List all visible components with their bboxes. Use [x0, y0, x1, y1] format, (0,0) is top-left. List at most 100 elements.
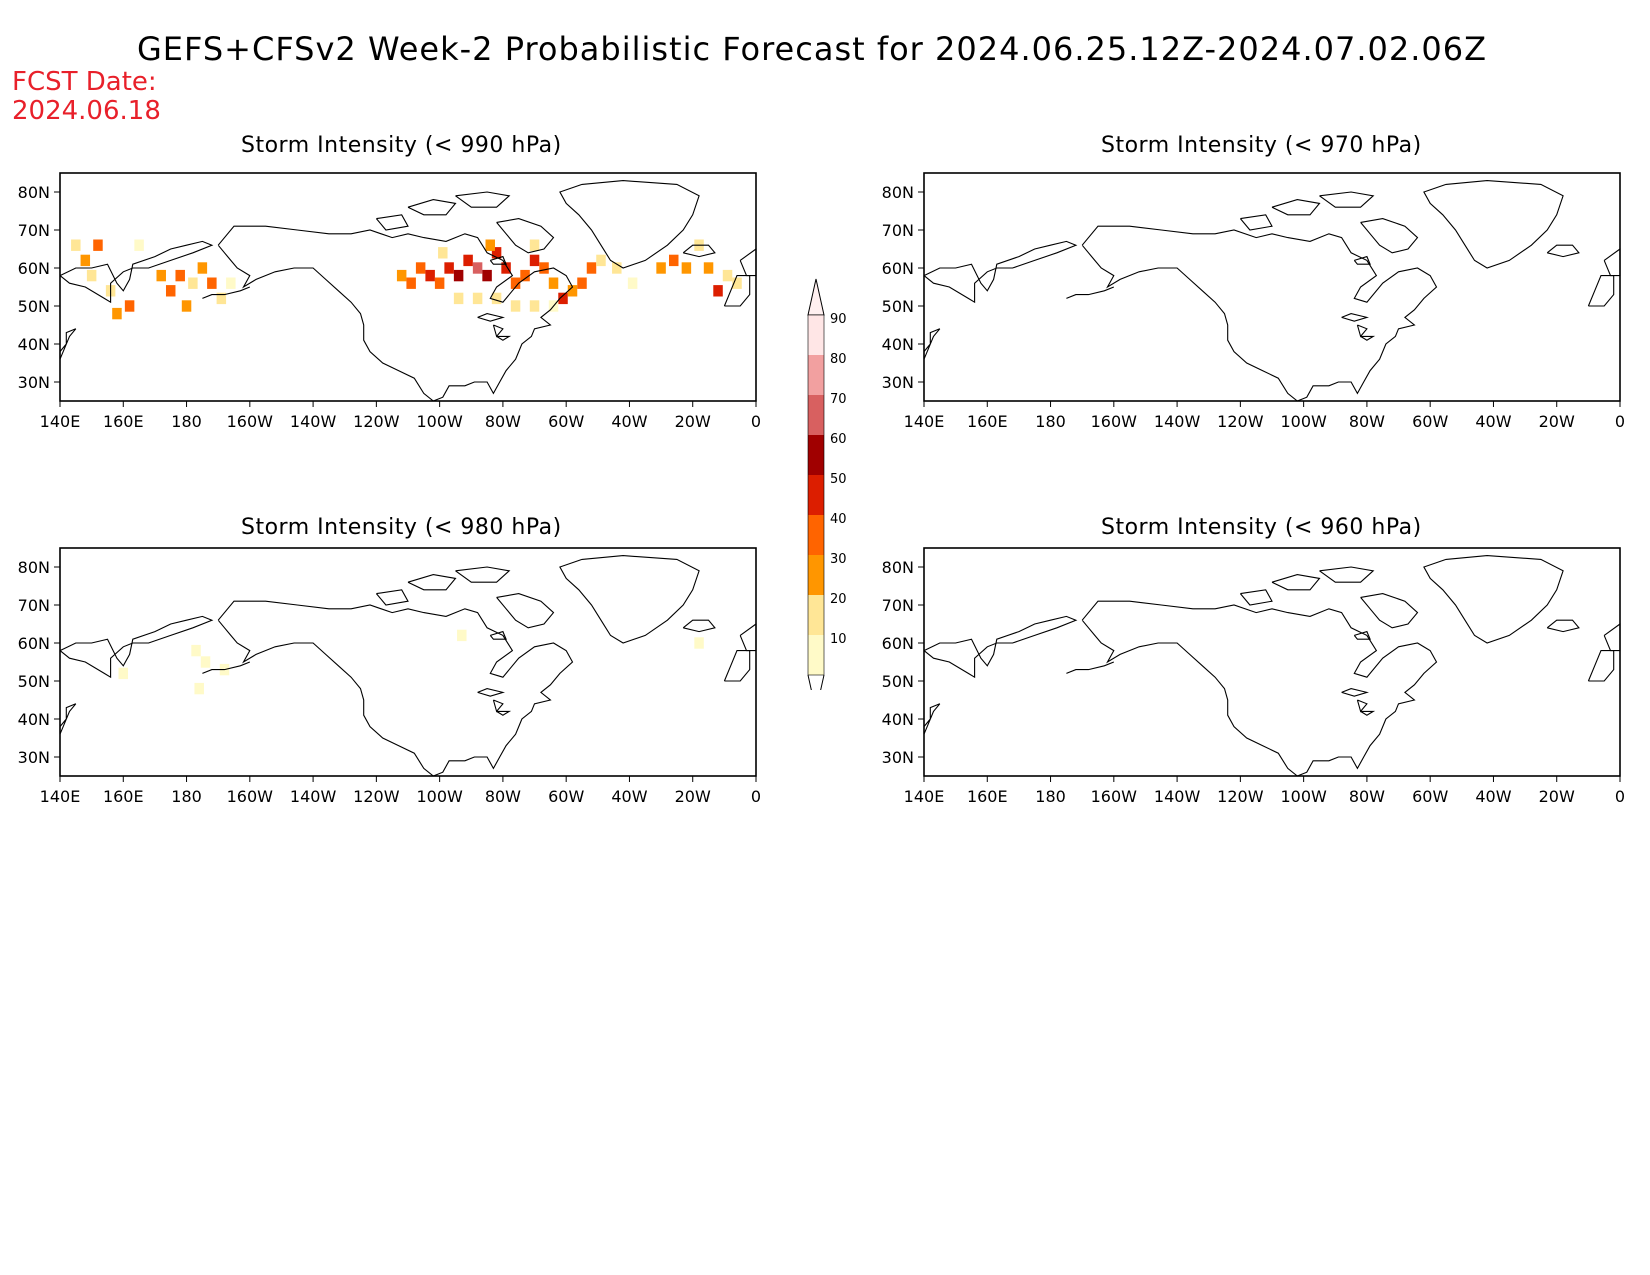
coastline: [492, 324, 504, 338]
probability-cell: [577, 277, 587, 289]
forecast-date-block: FCST Date: 2024.06.18: [12, 68, 161, 126]
probability-cell: [124, 300, 135, 312]
lon-tick-label: 180: [171, 787, 202, 806]
probability-cell: [453, 292, 464, 305]
colorbar-segment: [808, 355, 824, 395]
probability-cell: [191, 644, 201, 657]
colorbar-label: 20: [830, 592, 847, 607]
colorbar-label: 50: [830, 472, 847, 487]
coastline: [559, 555, 700, 644]
lon-tick-label: 140E: [904, 787, 945, 806]
probability-cell: [226, 277, 236, 289]
lon-tick-label: 20W: [675, 412, 711, 431]
probability-cell: [485, 239, 495, 251]
lat-tick-label: 60N: [882, 634, 914, 653]
map-frame: [923, 172, 1621, 402]
probability-cell: [612, 262, 622, 274]
lat-tick-label: 40N: [882, 335, 914, 354]
probability-cell: [86, 269, 97, 282]
probability-cell: [713, 285, 723, 297]
coastline: [1360, 710, 1376, 716]
map-panel-960: 140E 160E 180 160W 140W 120W 100W 80W 60W 40W 20W 0…: [882, 547, 1625, 806]
colorbar-segment: [808, 475, 824, 515]
lat-tick-label: 50N: [882, 297, 914, 316]
lat-tick-label: 80N: [18, 183, 50, 202]
lat-tick-label: 30N: [18, 373, 50, 392]
probability-cell: [732, 277, 742, 289]
colorbar-segment: [808, 635, 824, 675]
lon-tick-label: 40W: [1475, 787, 1511, 806]
probability-cell: [181, 300, 192, 312]
coastline: [477, 313, 506, 322]
coastline: [739, 247, 757, 277]
probability-cell: [134, 239, 144, 251]
colorbar: 90 80 70 60 50 40 30 20 10: [807, 278, 847, 690]
probability-cell: [529, 239, 540, 251]
map-panel-980: 140E 160E 180 160W 140W 120W 100W 80W 60W 40W 20W 0…: [18, 547, 761, 806]
lon-tick-label: 80W: [1349, 412, 1385, 431]
colorbar-label: 30: [830, 552, 847, 567]
lon-tick-label: 160W: [227, 412, 274, 431]
lon-tick-label: 180: [171, 412, 202, 431]
coastline: [455, 191, 511, 208]
coastline: [1081, 225, 1438, 402]
coastline: [202, 661, 251, 674]
coastline: [59, 703, 77, 735]
coastline: [489, 630, 507, 640]
colorbar-segment: [808, 315, 824, 355]
probability-cell: [669, 254, 679, 267]
coastline: [496, 218, 555, 254]
probability-cell: [200, 656, 211, 668]
probability-cell: [457, 629, 467, 642]
lat-tick-label: 80N: [882, 183, 914, 202]
lon-tick-label: 160E: [967, 412, 1008, 431]
probability-cell: [472, 262, 483, 274]
coastline: [559, 180, 700, 269]
probability-cell: [558, 292, 568, 305]
lon-tick-label: 80W: [1349, 787, 1385, 806]
colorbar-label: 90: [830, 312, 847, 327]
map-panel-990: 140E 160E 180 160W 140W 120W 100W 80W 60W 40W 20W 0…: [18, 172, 761, 431]
coastline: [375, 589, 409, 606]
main-title: GEFS+CFSv2 Week-2 Probabilistic Forecast…: [137, 30, 1488, 68]
lon-tick-label: 160W: [227, 787, 274, 806]
coastline: [682, 619, 716, 633]
coastline: [217, 600, 574, 777]
lon-tick-label: 120W: [1217, 787, 1264, 806]
lon-tick-label: 0: [751, 787, 761, 806]
probability-cell: [529, 254, 540, 267]
colorbar-frame: [807, 314, 825, 676]
lon-tick-label: 160W: [1091, 412, 1138, 431]
coastline: [739, 622, 757, 652]
colorbar-segment: [808, 395, 824, 435]
coastline: [407, 199, 457, 216]
coastline: [1319, 191, 1375, 208]
coastline: [1353, 255, 1371, 265]
probability-cell: [118, 667, 129, 680]
lon-tick-label: 100W: [1280, 787, 1327, 806]
lat-tick-label: 50N: [882, 672, 914, 691]
colorbar-label: 10: [830, 632, 847, 647]
panel-title-980: Storm Intensity (< 980 hPa): [241, 515, 562, 540]
coastline: [1360, 593, 1419, 629]
map-frame: [59, 547, 757, 777]
coastline: [923, 703, 941, 735]
probability-cell: [453, 269, 464, 282]
map-panel-970: 140E 160E 180 160W 140W 120W 100W 80W 60W 40W 20W 0…: [882, 172, 1625, 431]
coastline: [723, 650, 751, 682]
lat-tick-label: 70N: [18, 221, 50, 240]
lat-tick-label: 70N: [882, 221, 914, 240]
lon-tick-label: 140W: [1154, 412, 1201, 431]
lat-tick-label: 40N: [18, 710, 50, 729]
coastline: [1319, 566, 1375, 583]
coastline: [1423, 555, 1564, 644]
lon-tick-label: 160E: [103, 787, 144, 806]
lon-tick-label: 80W: [485, 412, 521, 431]
probability-cell: [156, 269, 166, 282]
probability-cell: [539, 262, 549, 274]
probability-cell: [415, 262, 426, 274]
lon-tick-label: 120W: [353, 787, 400, 806]
coastline: [1271, 199, 1321, 216]
coastline: [59, 240, 214, 304]
lon-tick-label: 160E: [103, 412, 144, 431]
